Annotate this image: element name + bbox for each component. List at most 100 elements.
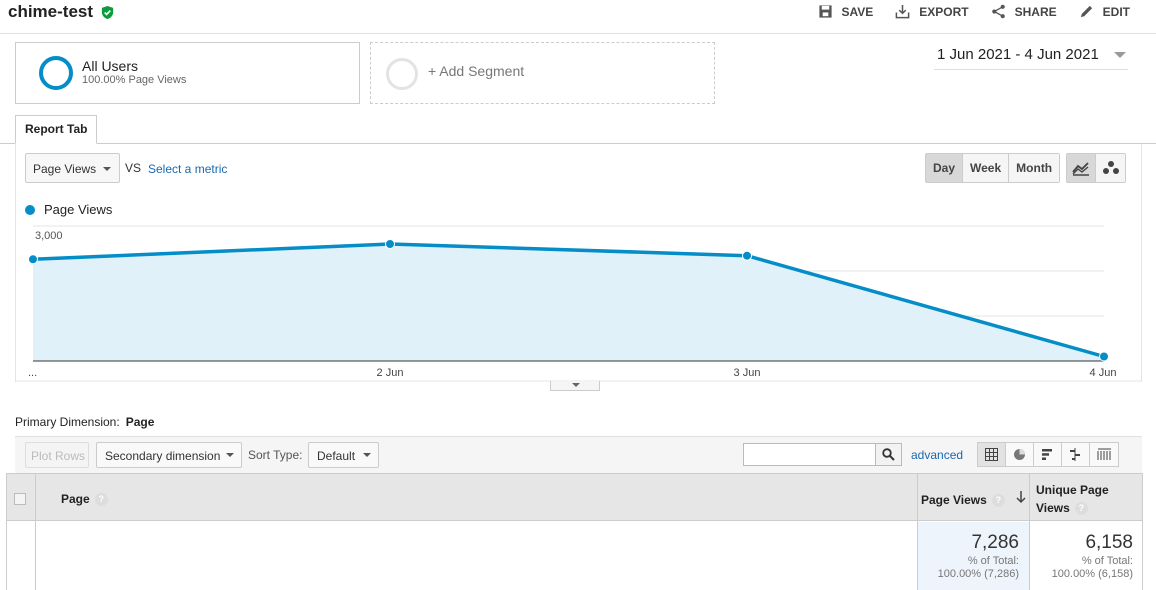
secondary-dimension-select[interactable]: Secondary dimension (96, 442, 242, 468)
edit-button[interactable]: EDIT (1079, 4, 1130, 19)
total-unique-page-views: 6,158 (1085, 532, 1133, 553)
data-point (28, 254, 38, 265)
primary-dimension-label: Primary Dimension: (15, 415, 120, 429)
column-divider (1142, 473, 1143, 590)
percentage-view-button[interactable] (1006, 443, 1034, 466)
chart-collapse-button[interactable] (550, 381, 600, 391)
pie-chart-icon (1014, 449, 1025, 460)
empty-segment-ring-icon (386, 58, 418, 90)
bubble-chart-icon (1102, 161, 1119, 174)
data-point (742, 250, 752, 261)
share-button[interactable]: SHARE (991, 4, 1057, 19)
help-icon[interactable]: ? (94, 493, 108, 507)
y-tick-label: 3,000 (35, 230, 63, 242)
date-range-picker[interactable]: 1 Jun 2021 - 4 Jun 2021 (934, 46, 1128, 70)
secondary-dimension-label: Secondary dimension (105, 449, 221, 463)
save-label: SAVE (841, 4, 874, 19)
export-label: EXPORT (919, 4, 969, 19)
x-tick-label: 3 Jun (734, 367, 761, 379)
column-header-page-label: Page (61, 492, 90, 506)
motion-chart-button[interactable] (1096, 154, 1125, 182)
header-divider (0, 33, 1156, 34)
column-header-page[interactable]: Page? (61, 492, 108, 507)
total-page-views-pct-label: % of Total: (967, 555, 1019, 567)
total-page-views: 7,286 (971, 532, 1019, 553)
totals-page-views-cell (918, 522, 1029, 590)
segment-all-users[interactable]: All Users 100.00% Page Views (15, 42, 360, 104)
grid-icon (985, 448, 998, 461)
search-icon (882, 448, 895, 461)
table-view-button[interactable] (978, 443, 1006, 466)
date-range-value: 1 Jun 2021 - 4 Jun 2021 (937, 46, 1099, 63)
total-unique-page-views-pct: 100.00% (6,158) (1051, 568, 1133, 580)
line-chart-icon (1072, 162, 1089, 176)
chart-panel (15, 144, 1142, 382)
total-unique-page-views-pct-label: % of Total: (1081, 555, 1133, 567)
table-header-row (6, 473, 1143, 521)
tab-report[interactable]: Report Tab (15, 115, 98, 144)
chevron-down-icon (103, 167, 111, 171)
verified-shield-icon (101, 5, 114, 19)
save-icon (818, 5, 832, 18)
export-icon (895, 4, 910, 19)
column-divider (917, 473, 918, 590)
area-fill (33, 244, 1104, 361)
export-button[interactable]: EXPORT (895, 4, 969, 19)
table-search-input[interactable] (743, 443, 876, 466)
select-metric-link[interactable]: Select a metric (148, 162, 228, 176)
segment-subtitle: 100.00% Page Views (82, 74, 187, 86)
advanced-filter-link[interactable]: advanced (911, 448, 964, 462)
help-icon[interactable]: ? (991, 494, 1005, 508)
series-line (32, 242, 1105, 359)
report-toolbar: SAVE EXPORT SHARE EDIT (818, 4, 1130, 19)
sort-descending-icon[interactable] (1016, 490, 1026, 504)
comparison-icon (1070, 448, 1080, 461)
column-divider (1029, 473, 1030, 590)
column-header-unique-page-views-label: Unique Page Views (1036, 483, 1109, 515)
pivot-icon (1097, 448, 1111, 460)
select-all-checkbox[interactable] (14, 493, 26, 505)
share-label: SHARE (1014, 4, 1057, 19)
period-day-button[interactable]: Day (926, 154, 964, 182)
vs-label: VS (125, 161, 142, 175)
chevron-down-icon (363, 453, 371, 457)
line-chart-button[interactable] (1067, 154, 1096, 182)
performance-view-button[interactable] (1034, 443, 1062, 466)
table-view-toggle (977, 442, 1119, 467)
search-button[interactable] (875, 443, 902, 466)
metric-select[interactable]: Page Views (25, 153, 120, 183)
column-divider (35, 473, 36, 590)
share-icon (991, 4, 1005, 19)
column-divider (6, 473, 7, 590)
add-segment-label: + Add Segment (428, 63, 525, 79)
segment-name: All Users (82, 58, 139, 74)
period-toggle: Day Week Month (925, 153, 1061, 183)
data-point (385, 239, 395, 249)
help-icon[interactable]: ? (1074, 502, 1088, 516)
chart-legend: Page Views (25, 202, 112, 217)
legend-swatch (25, 204, 35, 215)
chevron-down-icon (572, 383, 580, 387)
x-tick-label: ... (28, 367, 37, 379)
term-cloud-view-button[interactable] (1090, 443, 1118, 466)
column-header-page-views[interactable]: Page Views? (921, 493, 1005, 508)
total-page-views-pct: 100.00% (7,286) (937, 568, 1019, 580)
column-header-page-views-label: Page Views (921, 493, 987, 507)
plot-rows-button[interactable]: Plot Rows (25, 442, 89, 468)
chart-type-toggle (1066, 153, 1126, 183)
x-tick-label: 4 Jun (1090, 367, 1117, 379)
column-header-unique-page-views[interactable]: Unique Page Views? (1036, 481, 1126, 517)
sort-type-select[interactable]: Default (308, 442, 379, 468)
period-week-button[interactable]: Week (963, 154, 1010, 182)
period-month-button[interactable]: Month (1009, 154, 1060, 182)
add-segment-button[interactable]: + Add Segment (370, 42, 715, 104)
report-title: chime-test (8, 2, 94, 21)
edit-label: EDIT (1102, 4, 1130, 19)
save-button[interactable]: SAVE (818, 4, 874, 19)
chevron-down-icon (226, 453, 234, 457)
primary-dimension: Primary Dimension: Page (15, 415, 154, 429)
comparison-view-button[interactable] (1062, 443, 1090, 466)
primary-dimension-value[interactable]: Page (125, 415, 155, 429)
pencil-icon (1080, 5, 1092, 18)
